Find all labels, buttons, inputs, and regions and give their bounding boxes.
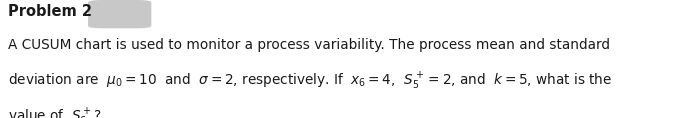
FancyBboxPatch shape [88,0,151,28]
Text: A CUSUM chart is used to monitor a process variability. The process mean and sta: A CUSUM chart is used to monitor a proce… [8,38,610,52]
Text: Problem 2: Problem 2 [8,4,92,19]
Text: deviation are  $\mu_0 = 10$  and  $\sigma = 2$, respectively. If  $x_6 = 4$,  $S: deviation are $\mu_0 = 10$ and $\sigma =… [8,71,612,92]
Text: value of  $S_6^+$?: value of $S_6^+$? [8,106,102,118]
